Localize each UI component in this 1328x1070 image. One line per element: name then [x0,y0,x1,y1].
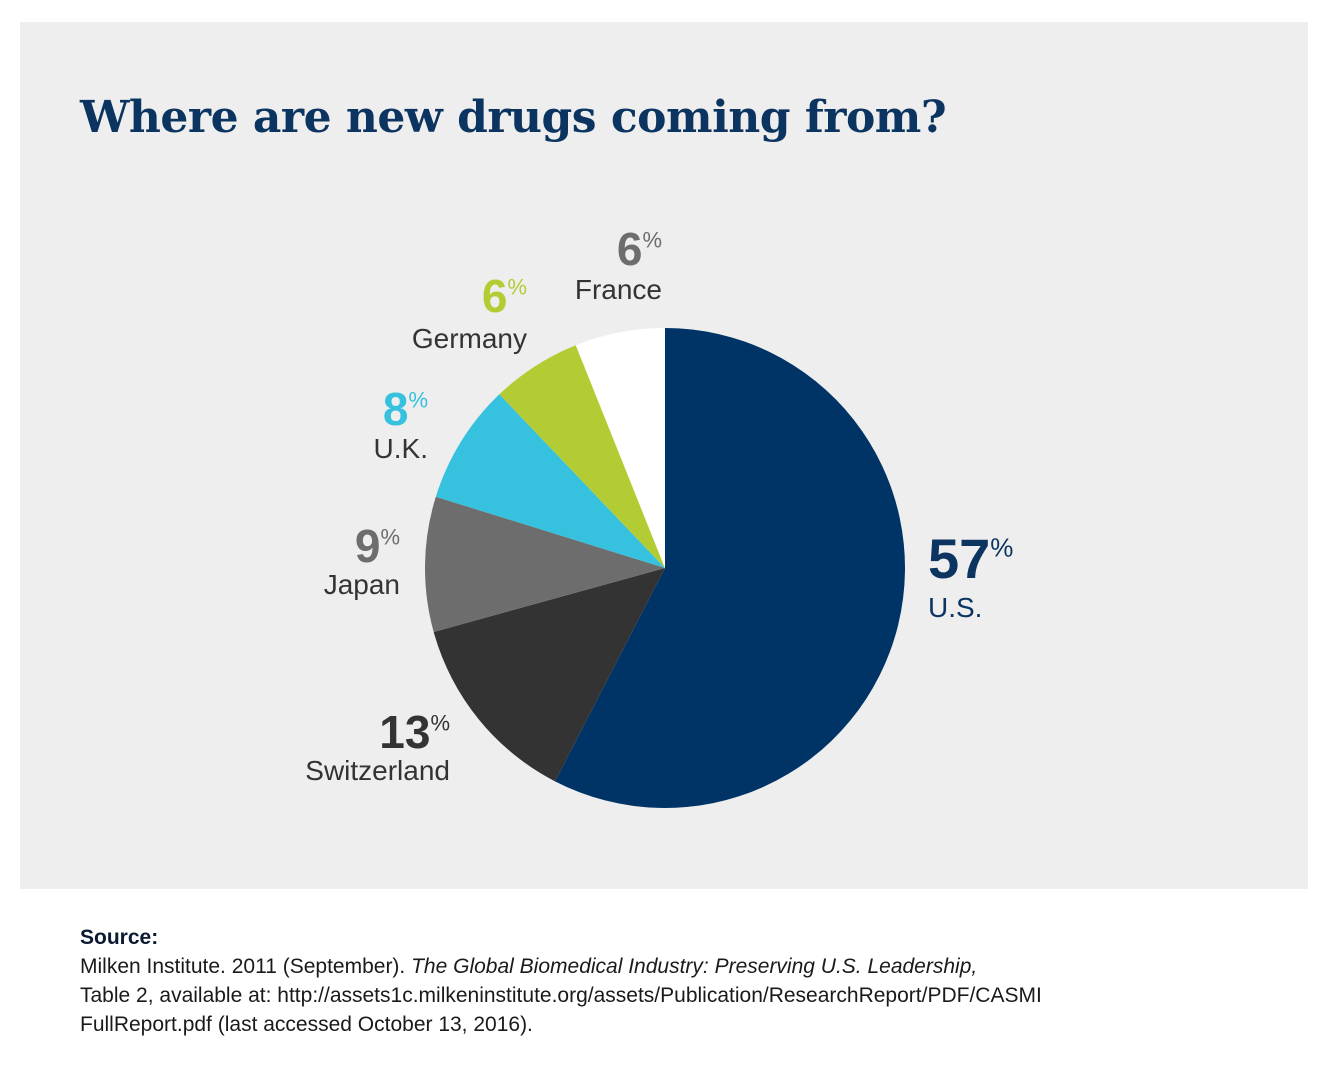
source-citation-line-3: FullReport.pdf (last accessed October 13… [80,1013,533,1036]
data-label-switzerland-value: 13% [379,706,450,758]
data-label-u-k-name: U.K. [374,433,428,464]
pie-slice-japan [425,496,665,632]
data-label-france-name: France [575,274,662,305]
pie-slice-u-k [435,394,665,568]
source-note: Source: Milken Institute. 2011 (Septembe… [80,923,1280,1039]
data-label-u-s-value: 57% [928,527,1013,590]
pie-slice-france [575,328,665,568]
chart-title: Where are new drugs coming from? [80,92,947,143]
source-heading: Source: [80,926,159,949]
data-label-u-s-name: U.S. [928,592,982,623]
data-label-france-value: 6% [617,223,662,275]
source-citation-author: Milken Institute. 2011 (September). [80,955,412,978]
source-citation-title: The Global Biomedical Industry: Preservi… [411,955,978,978]
source-citation-line-1: Milken Institute. 2011 (September). The … [80,952,1280,981]
data-label-switzerland-name: Switzerland [305,755,450,786]
data-label-japan-name: Japan [324,569,400,600]
pie-slice-germany [499,345,665,568]
source-citation-line-2: Table 2, available at: http://assets1c.m… [80,984,1042,1007]
data-label-germany-value: 6% [482,270,527,322]
pie-slice-switzerland [433,568,665,782]
data-label-u-k-value: 8% [383,383,428,435]
pie-slice-u-s [555,328,906,808]
data-label-japan-value: 9% [355,520,400,572]
data-label-germany-name: Germany [412,323,527,354]
